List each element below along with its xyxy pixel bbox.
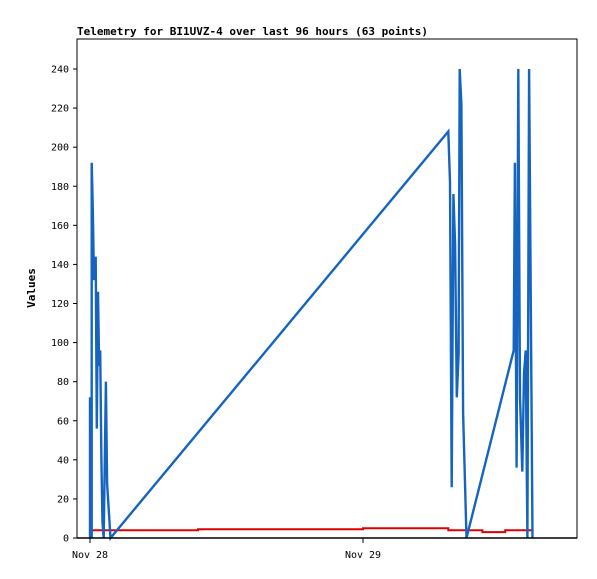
y-tick-label: 160 [51, 221, 69, 232]
y-tick-label: 40 [57, 455, 69, 466]
series-blue-line [88, 68, 534, 542]
y-tick-label: 220 [51, 104, 69, 115]
y-tick-label: 120 [51, 299, 69, 310]
y-tick-label: 100 [51, 338, 69, 349]
x-tick-label: Nov 29 [345, 550, 381, 561]
plot-frame [76, 38, 578, 539]
y-axis: 0 20 40 60 80 100 120 140 160 180 200 220 240 [51, 65, 77, 545]
y-tick-label: 140 [51, 260, 69, 271]
chart-title: Telemetry for BI1UVZ-4 over last 96 hour… [77, 25, 428, 38]
x-tick-label: Nov 28 [72, 550, 108, 561]
series-layer [88, 68, 534, 542]
y-tick-label: 60 [57, 416, 69, 427]
x-axis: Nov 28 Nov 29 [72, 538, 381, 561]
y-tick-label: 20 [57, 494, 69, 505]
y-tick-label: 80 [57, 377, 69, 388]
y-tick-label: 240 [51, 65, 69, 76]
y-tick-label: 200 [51, 143, 69, 154]
y-tick-label: 0 [63, 534, 69, 545]
y-axis-label: Values [25, 268, 38, 308]
series-red-line [90, 527, 534, 534]
y-tick-label: 180 [51, 182, 69, 193]
